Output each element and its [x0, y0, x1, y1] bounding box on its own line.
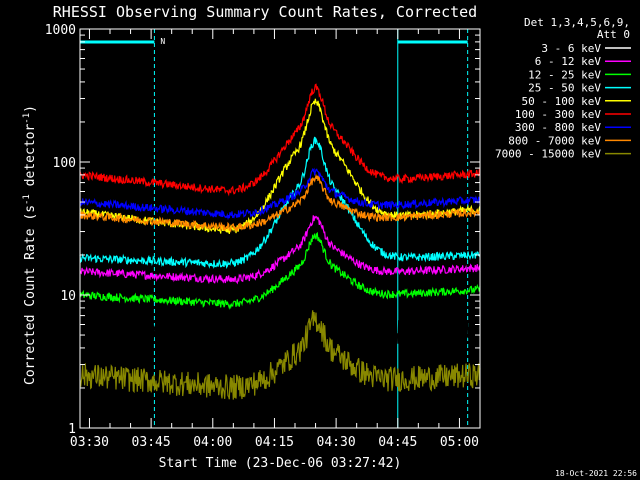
series-line-8: [79, 173, 481, 233]
series-line-2: [79, 215, 481, 285]
y-axis-label-main: Corrected Count Rate (s: [23, 205, 38, 385]
x-tick-label-7: 05:00: [440, 435, 479, 450]
x-tick-label-2: 03:45: [132, 435, 171, 450]
x-tick-label-1: 03:30: [70, 435, 109, 450]
legend-label-6: 100 - 300 keV: [515, 108, 601, 121]
legend-label-8: 800 - 7000 keV: [508, 134, 601, 147]
footer-timestamp: 18-Oct-2021 22:56: [555, 469, 637, 478]
x-tick-label-4: 04:15: [255, 435, 294, 450]
y-axis-label-sup-1: -1: [22, 194, 32, 205]
series-line-1: [79, 249, 481, 359]
x-tick-label-6: 04:45: [378, 435, 417, 450]
series-line-9: [79, 310, 481, 400]
y-axis-label: Corrected Count Rate (s-1 detector-1): [22, 105, 38, 385]
legend-label-7: 300 - 800 keV: [515, 121, 601, 134]
legend-header-line-1: Det 1,3,4,5,6,9,: [524, 16, 630, 29]
legend-label-2: 6 - 12 keV: [535, 55, 602, 68]
series-line-5: [79, 98, 481, 234]
y-axis-label-end: ): [23, 105, 38, 113]
x-axis-label: Start Time (23-Dec-06 03:27:42): [159, 456, 402, 471]
legend-label-4: 25 - 50 keV: [528, 82, 601, 95]
y-axis-label-mid: detector: [23, 124, 38, 195]
night-marker-label: N: [160, 37, 165, 46]
legend-label-3: 12 - 25 keV: [528, 68, 601, 81]
plot-area: N: [79, 29, 481, 428]
y-tick-label-1: 1: [68, 422, 76, 437]
legend-label-5: 50 - 100 keV: [522, 95, 602, 108]
legend-header-line-2: Att 0: [597, 28, 630, 41]
y-axis-label-sup-2: -1: [22, 113, 32, 124]
legend-label-9: 7000 - 15000 keV: [495, 148, 601, 161]
y-tick-label-4: 1000: [45, 23, 76, 38]
y-tick-label-3: 100: [53, 156, 76, 171]
y-tick-label-2: 10: [60, 289, 76, 304]
series-line-3: [79, 231, 481, 310]
chart-title: RHESSI Observing Summary Count Rates, Co…: [53, 3, 477, 21]
legend-label-1: 3 - 6 keV: [541, 42, 601, 55]
x-tick-label-3: 04:00: [193, 435, 232, 450]
series-line-6: [79, 83, 481, 197]
plot-frame: [79, 28, 481, 429]
x-tick-label-5: 04:30: [317, 435, 356, 450]
axes: 1 10 100 1000 03:30 03:45 04:00 04:15 04:30 04:45…: [45, 23, 481, 450]
series-line-7: [79, 167, 481, 221]
